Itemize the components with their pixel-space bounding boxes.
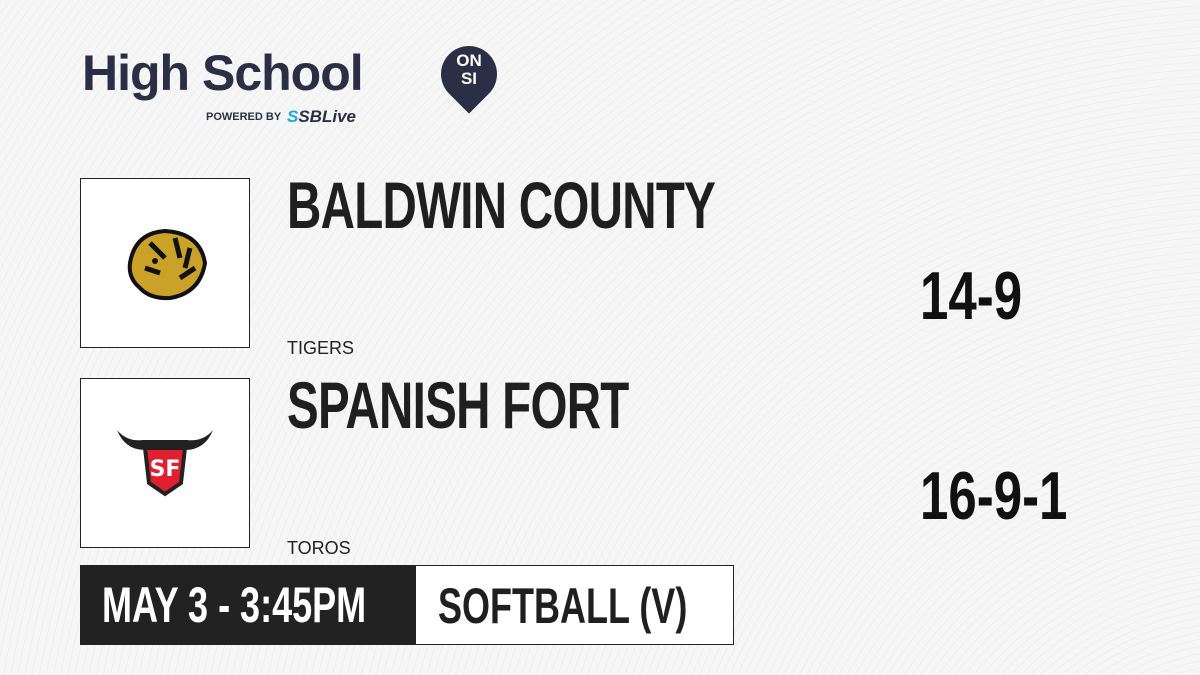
- team-1-name: BALDWIN COUNTY: [287, 168, 716, 242]
- bull-logo-icon: SF: [117, 430, 213, 497]
- powered-by: POWERED BY: [206, 111, 282, 123]
- game-datetime: MAY 3 - 3:45PM: [102, 577, 367, 633]
- tiger-logo-icon: [127, 228, 208, 301]
- brand-title: High School: [82, 45, 364, 101]
- game-datetime-box: MAY 3 - 3:45PM: [80, 565, 416, 645]
- team-2-name: SPANISH FORT: [287, 368, 629, 442]
- sponsor-name: SBLive: [298, 107, 356, 126]
- team-1-mascot: TIGERS: [287, 338, 355, 358]
- team-2-mascot: TOROS: [287, 538, 351, 558]
- badge-bottom: SI: [460, 69, 478, 88]
- brand-badge: ON SI: [441, 52, 497, 88]
- team-2-record: 16-9-1: [920, 458, 1068, 534]
- team-2-logo: SF: [80, 378, 250, 548]
- team-1-logo: [80, 178, 250, 348]
- badge-top: ON: [456, 51, 482, 70]
- team-1-record: 14-9: [920, 258, 1023, 334]
- sponsor-logo: SSBLive: [287, 107, 356, 127]
- sport-box: SOFTBALL (V): [415, 565, 734, 645]
- svg-text:SF: SF: [150, 457, 181, 482]
- game-sport: SOFTBALL (V): [438, 578, 688, 634]
- sponsor-prefix: S: [287, 107, 299, 126]
